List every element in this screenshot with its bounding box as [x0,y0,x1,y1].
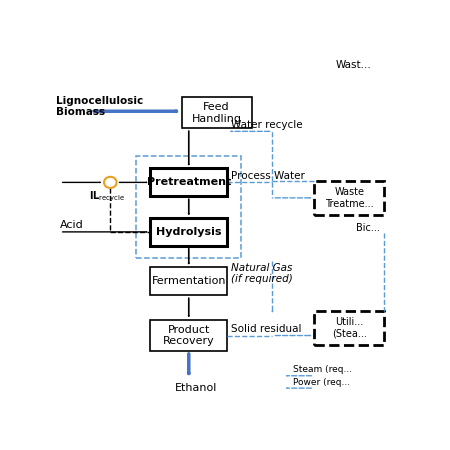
FancyBboxPatch shape [150,320,227,351]
FancyBboxPatch shape [314,311,384,345]
Text: Lignocellulosic
Biomass: Lignocellulosic Biomass [56,96,144,117]
Text: Hydrolysis: Hydrolysis [156,227,221,237]
Text: Natural Gas
(if required): Natural Gas (if required) [230,263,292,284]
Text: Utili...
(Stea...: Utili... (Stea... [332,317,367,338]
Text: Steam (req...: Steam (req... [293,365,352,374]
Bar [136,156,241,258]
Text: Water recycle: Water recycle [230,120,302,130]
FancyBboxPatch shape [314,181,384,215]
Text: Wast...: Wast... [335,60,371,70]
Text: Solid residual: Solid residual [230,324,301,334]
Text: Power (req...: Power (req... [293,378,351,387]
Text: Acid: Acid [60,220,84,230]
Text: Bic...: Bic... [356,224,380,234]
Text: Process Water: Process Water [230,171,305,181]
Text: Product
Recovery: Product Recovery [163,325,215,346]
Text: Waste
Treatme...: Waste Treatme... [325,187,374,209]
Text: Pretreatment: Pretreatment [147,177,231,187]
FancyBboxPatch shape [150,168,227,196]
Text: $\mathbf{IL}_\mathrm{recycle}$: $\mathbf{IL}_\mathrm{recycle}$ [90,189,126,204]
Text: Ethanol: Ethanol [175,383,217,393]
Text: Feed
Handling: Feed Handling [192,102,242,124]
FancyBboxPatch shape [150,267,227,295]
Text: Fermentation: Fermentation [152,276,226,286]
FancyBboxPatch shape [182,97,252,128]
FancyBboxPatch shape [150,218,227,246]
